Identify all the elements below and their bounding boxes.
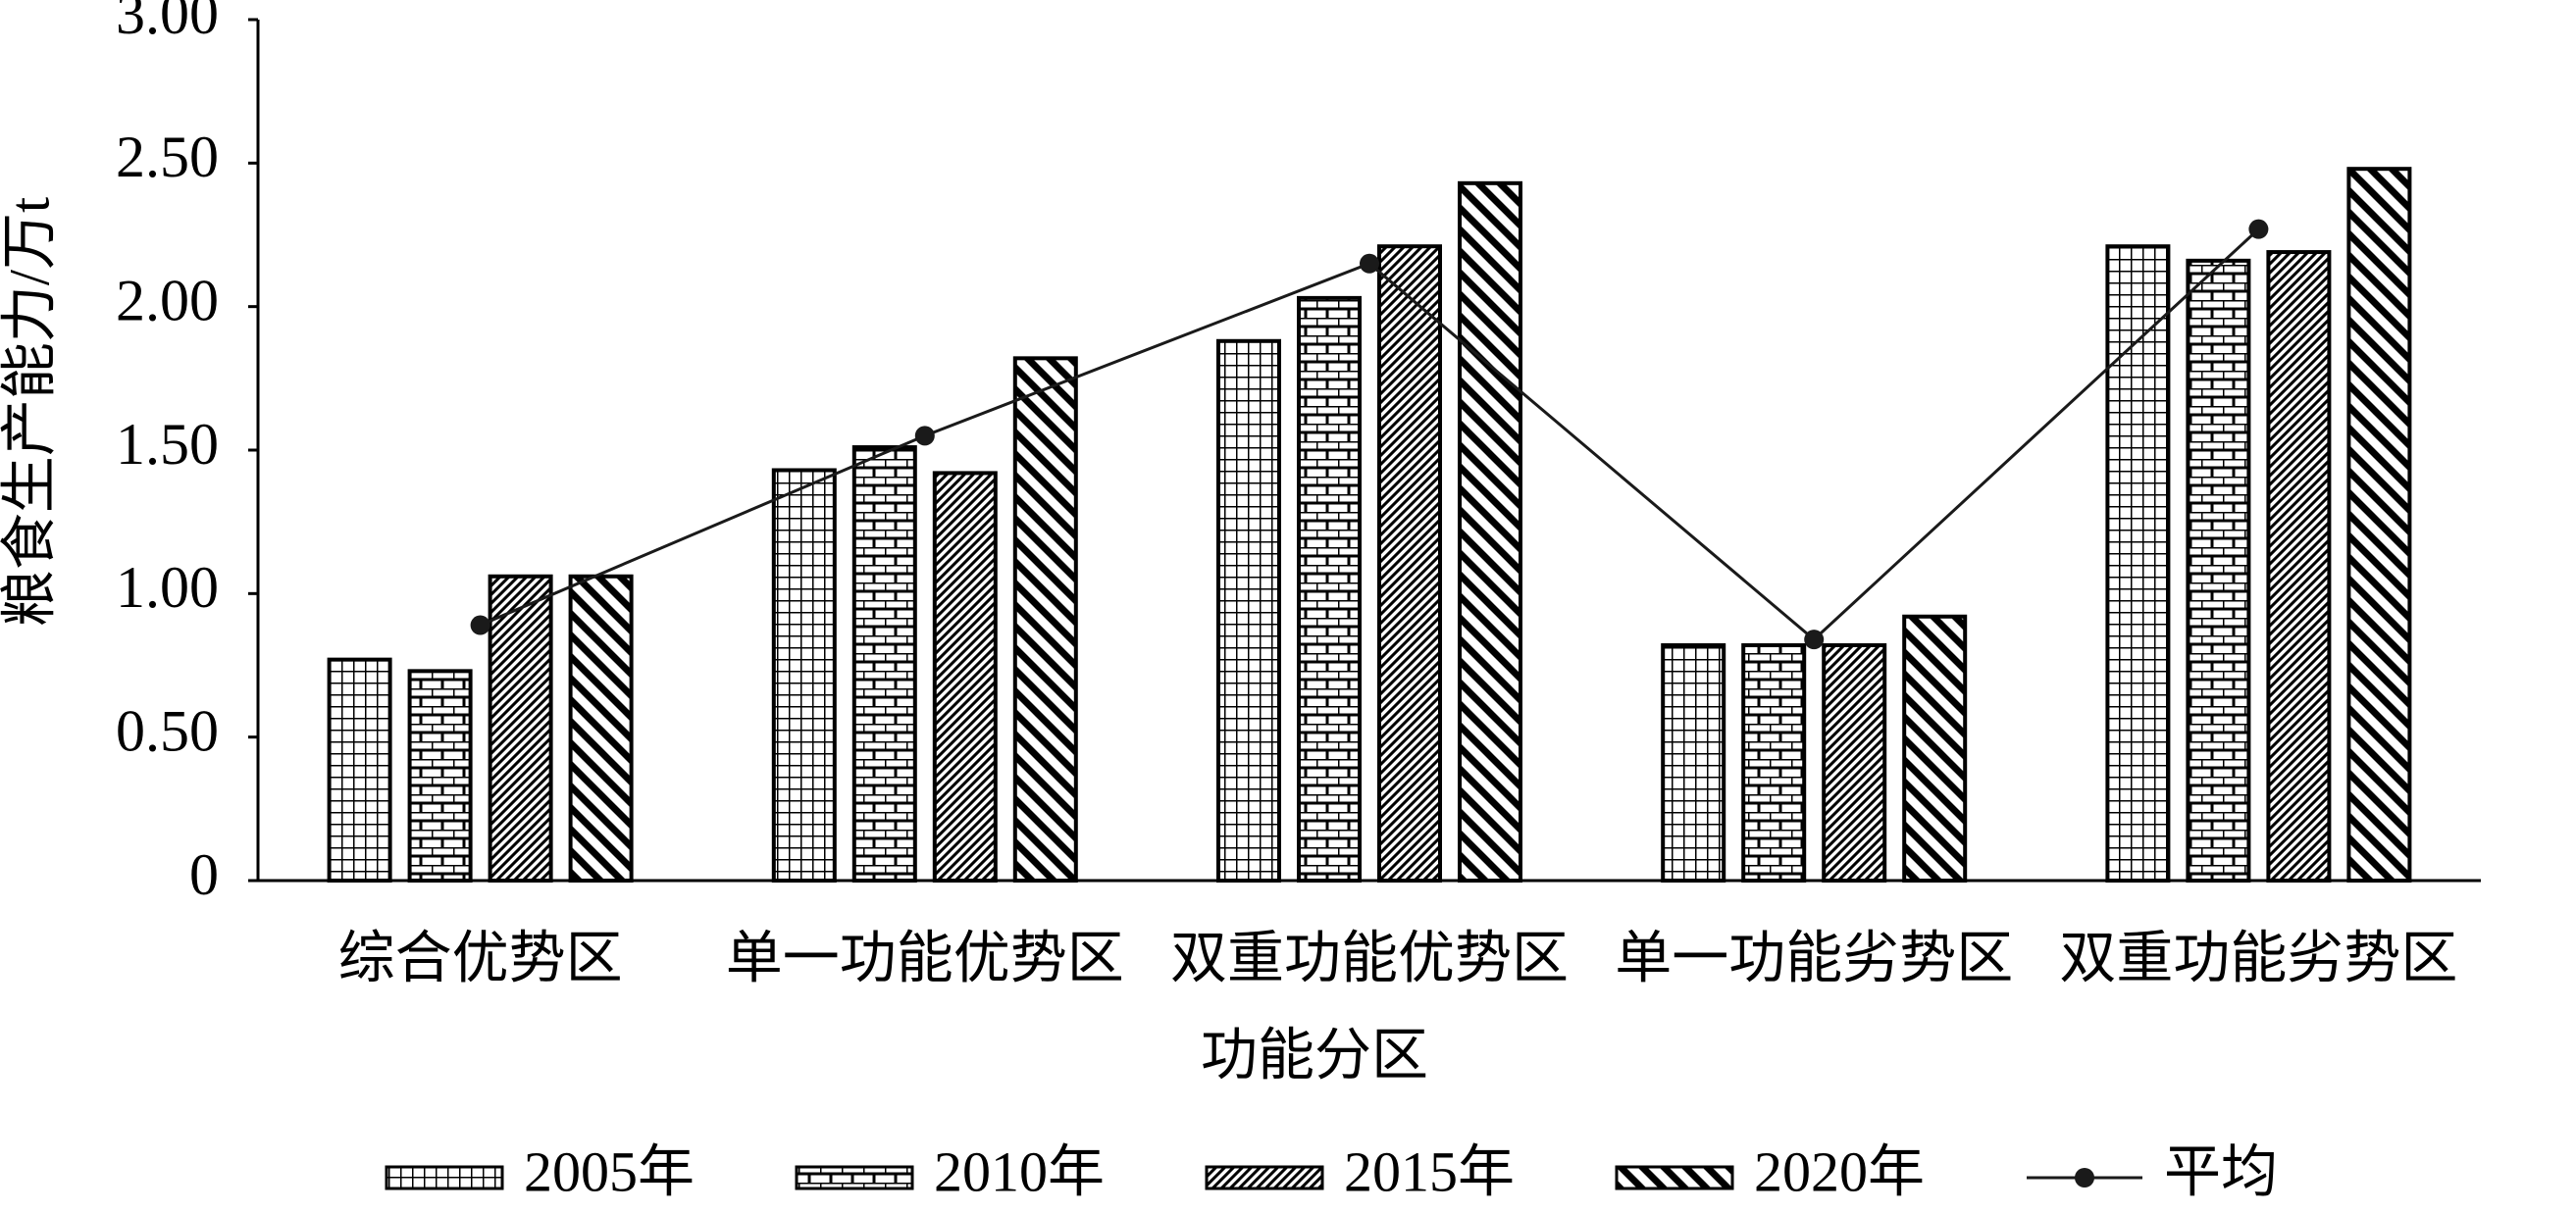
legend-label: 平均 [2164, 1139, 2278, 1203]
legend-swatch [1615, 1165, 1734, 1190]
bar [2186, 258, 2251, 883]
legend-label: 2020年 [1754, 1139, 1925, 1203]
y-axis-title: 粮食生产能力/万t [0, 197, 61, 627]
bar [1216, 338, 1281, 883]
bar [2346, 167, 2412, 884]
y-tick-label: 1.00 [116, 555, 219, 620]
bar [1822, 643, 1887, 883]
average-point [1804, 630, 1825, 650]
average-line [480, 227, 2260, 642]
average-point [1360, 253, 1379, 274]
bar [568, 574, 634, 883]
bar [1741, 643, 1807, 883]
bar [2105, 244, 2171, 883]
bar [407, 669, 473, 883]
bar [1297, 295, 1362, 883]
y-tick-label: 2.00 [116, 268, 219, 332]
y-tick-label: 0 [189, 842, 219, 907]
y-tick-label: 2.50 [116, 125, 219, 189]
bar [851, 445, 917, 883]
bar [1458, 180, 1522, 883]
legend-label: 2010年 [934, 1139, 1105, 1203]
bar [1377, 244, 1442, 883]
x-tick-label: 单一功能优势区 [726, 926, 1124, 989]
legend-label: 2005年 [524, 1139, 695, 1203]
bar [1661, 643, 1726, 883]
bar [932, 471, 998, 883]
bar [327, 657, 392, 883]
bar [771, 468, 837, 883]
legend-label: 2015年 [1344, 1139, 1515, 1203]
y-tick-label: 1.50 [116, 412, 219, 477]
legend-swatch [1205, 1165, 1324, 1190]
x-axis-title: 功能分区 [1201, 1023, 1428, 1087]
bar [1012, 356, 1078, 883]
legend-marker [2075, 1168, 2094, 1188]
x-tick-label: 综合优势区 [338, 926, 623, 989]
bar [488, 574, 553, 883]
average-point [2248, 219, 2269, 239]
average-point [914, 426, 935, 446]
x-tick-label: 单一功能劣势区 [1615, 926, 2013, 989]
y-tick-label: 3.00 [116, 0, 219, 46]
bar [1902, 614, 1968, 883]
x-tick-label: 双重功能优势区 [1170, 926, 1569, 989]
bar [2266, 250, 2332, 883]
legend-swatch [795, 1165, 914, 1190]
legend-swatch [385, 1165, 504, 1190]
average-point [470, 615, 490, 635]
y-tick-label: 0.50 [116, 698, 219, 763]
x-tick-label: 双重功能劣势区 [2059, 926, 2457, 989]
